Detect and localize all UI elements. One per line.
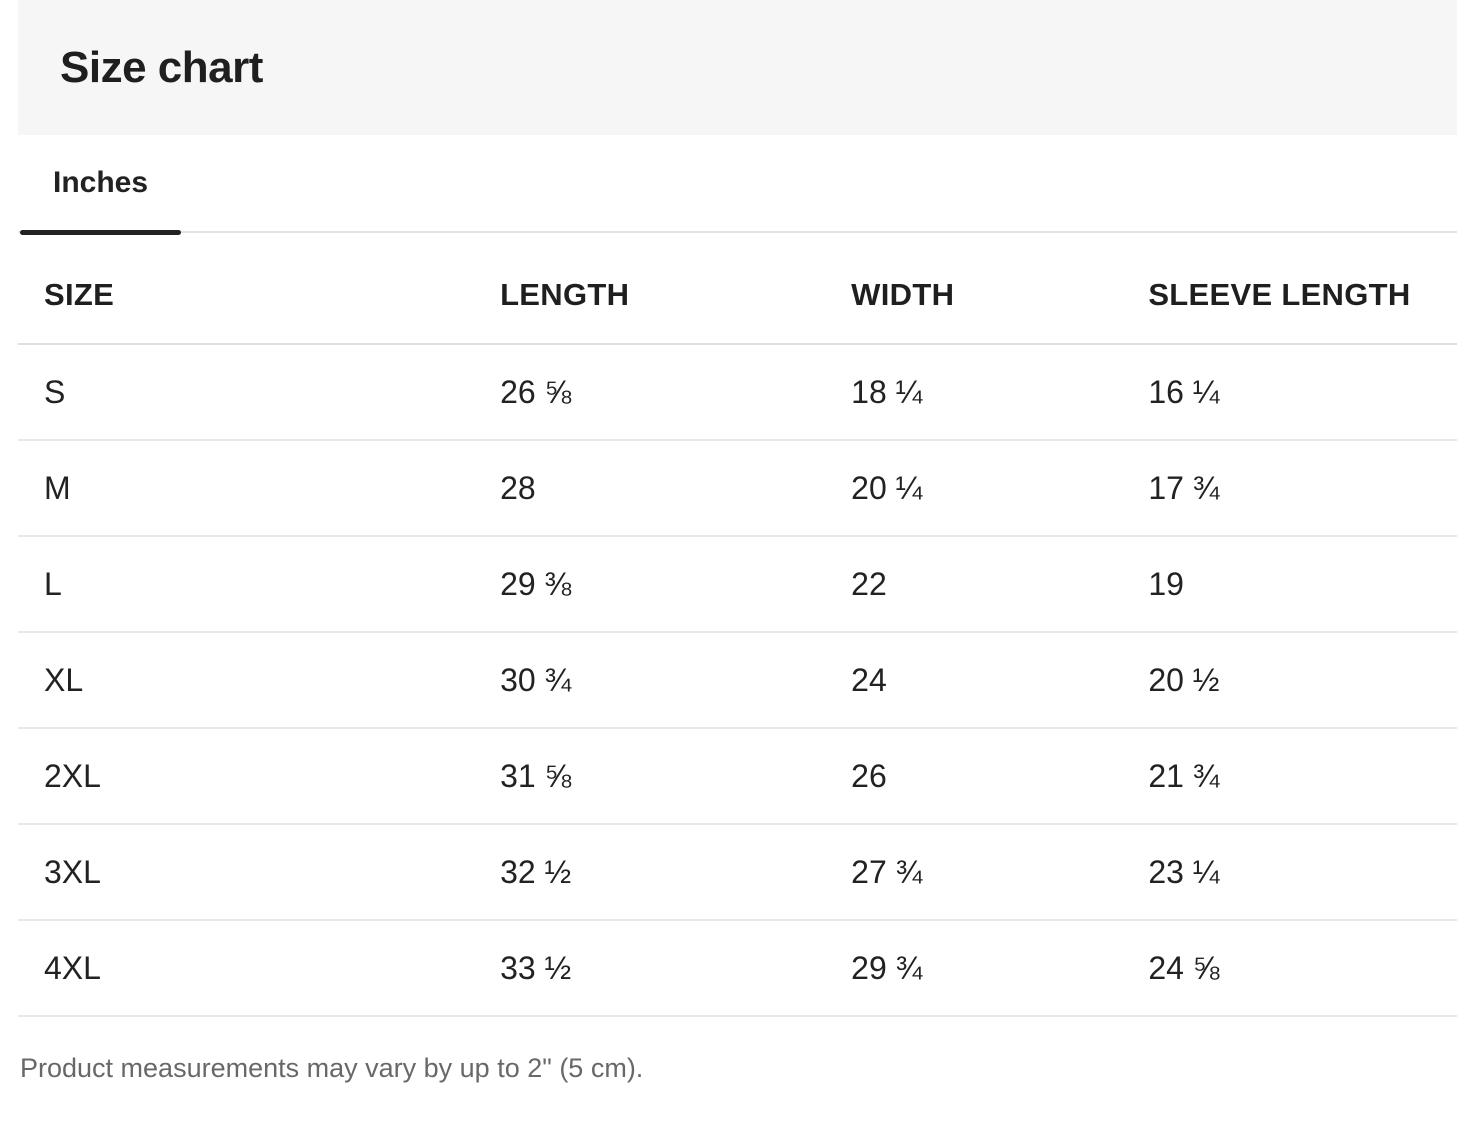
- size-cell: S: [18, 344, 501, 441]
- column-header-sleeve: SLEEVE LENGTH: [1148, 233, 1457, 345]
- column-header-width: WIDTH: [851, 233, 1149, 345]
- size-cell: 4XL: [18, 920, 501, 1017]
- table-row: 2XL 31 ⅝ 26 21 ¾: [18, 728, 1457, 825]
- size-cell: M: [18, 440, 501, 537]
- active-tab-underline: [20, 229, 182, 235]
- table-row: XL 30 ¾ 24 20 ½: [18, 632, 1457, 729]
- width-cell: 24: [851, 632, 1149, 729]
- size-table: SIZE LENGTH WIDTH SLEEVE LENGTH S 26 ⅝ 18 …: [18, 233, 1457, 1017]
- table-row: S 26 ⅝ 18 ¼ 16 ¼: [18, 344, 1457, 441]
- table-row: L 29 ⅜ 22 19: [18, 536, 1457, 633]
- length-cell: 26 ⅝: [500, 344, 852, 441]
- table-row: M 28 20 ¼ 17 ¾: [18, 440, 1457, 537]
- length-cell: 30 ¾: [500, 632, 852, 729]
- table-row: 3XL 32 ½ 27 ¾ 23 ¼: [18, 824, 1457, 921]
- sleeve-cell: 21 ¾: [1148, 728, 1457, 825]
- sleeve-cell: 19: [1148, 536, 1457, 633]
- sleeve-cell: 20 ½: [1148, 632, 1457, 729]
- units-tab-bar: Inches: [18, 135, 1457, 235]
- column-header-length: LENGTH: [500, 233, 852, 345]
- table-row: 4XL 33 ½ 29 ¾ 24 ⅝: [18, 920, 1457, 1017]
- length-cell: 29 ⅜: [500, 536, 852, 633]
- sleeve-cell: 24 ⅝: [1148, 920, 1457, 1017]
- width-cell: 26: [851, 728, 1149, 825]
- page-title: Size chart: [60, 42, 263, 92]
- length-cell: 33 ½: [500, 920, 852, 1017]
- width-cell: 18 ¼: [851, 344, 1149, 441]
- size-cell: 2XL: [18, 728, 501, 825]
- table-header-row: SIZE LENGTH WIDTH SLEEVE LENGTH: [18, 233, 1457, 345]
- size-cell: L: [18, 536, 501, 633]
- width-cell: 27 ¾: [851, 824, 1149, 921]
- width-cell: 20 ¼: [851, 440, 1149, 537]
- size-cell: XL: [18, 632, 501, 729]
- tab-inches[interactable]: Inches: [20, 135, 182, 235]
- width-cell: 22: [851, 536, 1149, 633]
- sleeve-cell: 17 ¾: [1148, 440, 1457, 537]
- sleeve-cell: 16 ¼: [1148, 344, 1457, 441]
- title-band: Size chart: [18, 0, 1457, 135]
- length-cell: 28: [500, 440, 852, 537]
- sleeve-cell: 23 ¼: [1148, 824, 1457, 921]
- size-cell: 3XL: [18, 824, 501, 921]
- tab-inches-label: Inches: [53, 166, 149, 199]
- column-header-size: SIZE: [18, 233, 501, 345]
- measurement-disclaimer: Product measurements may vary by up to 2…: [20, 1053, 644, 1083]
- length-cell: 31 ⅝: [500, 728, 852, 825]
- length-cell: 32 ½: [500, 824, 852, 921]
- width-cell: 29 ¾: [851, 920, 1149, 1017]
